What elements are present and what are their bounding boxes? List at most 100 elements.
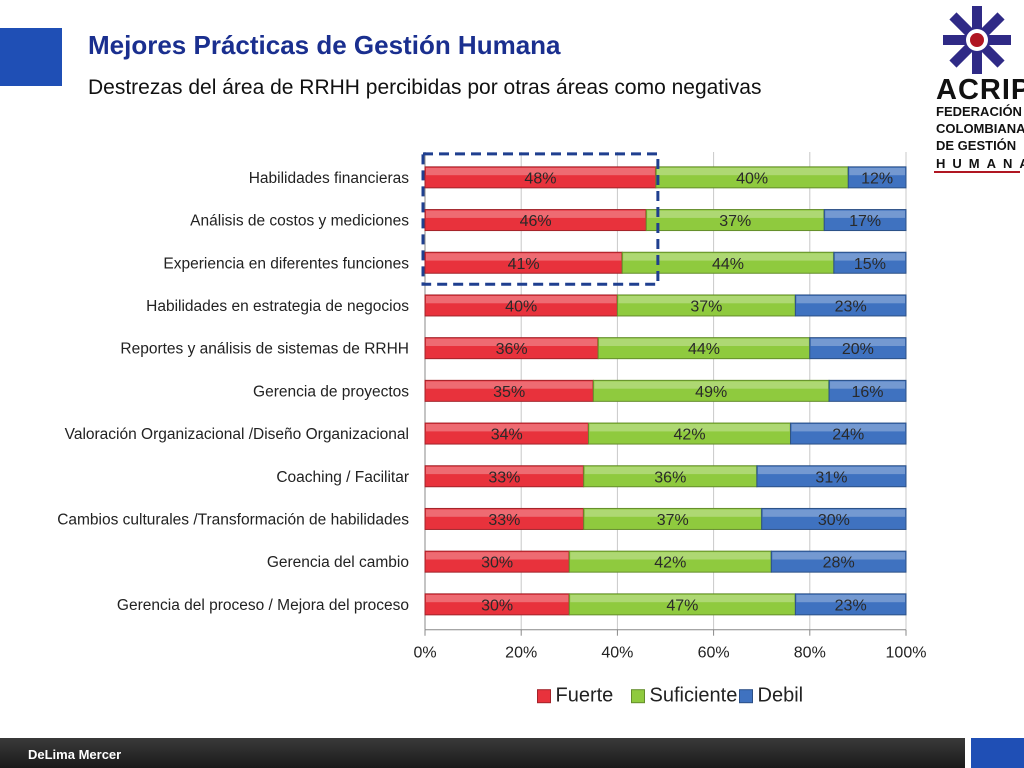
- data-label: 20%: [842, 341, 874, 358]
- bar-gloss: [623, 253, 833, 261]
- logo-line-2: COLOMBIANA: [936, 121, 1024, 136]
- bar-segment-debil: [809, 337, 907, 360]
- logo-line-3: DE GESTIÓN: [936, 138, 1017, 153]
- bar-gloss: [825, 210, 905, 218]
- bar-gloss: [772, 552, 905, 560]
- data-label: 37%: [690, 298, 722, 315]
- bar-gloss: [647, 210, 824, 218]
- data-label: 24%: [832, 427, 864, 444]
- category-label: Gerencia del cambio: [267, 554, 409, 571]
- data-label: 30%: [818, 512, 850, 529]
- bar-segment-debil: [828, 379, 907, 402]
- x-tick-label: 60%: [698, 645, 730, 662]
- data-label: 46%: [520, 213, 552, 230]
- bar-segment-debil: [756, 465, 907, 488]
- legend-swatch-debil: [739, 689, 753, 704]
- bar-gloss: [570, 552, 771, 560]
- bar-gloss: [426, 466, 583, 475]
- x-tick-label: 20%: [505, 645, 537, 662]
- bar-gloss: [762, 509, 905, 517]
- data-label: 42%: [654, 555, 686, 572]
- data-label: 37%: [657, 512, 689, 529]
- footer-gap: [965, 738, 971, 768]
- x-tick-label: 100%: [886, 645, 927, 662]
- bar-gloss: [570, 594, 795, 603]
- x-tick-label: 40%: [601, 645, 633, 662]
- logo-name: ACRIP: [936, 74, 1024, 106]
- category-label: Análisis de costos y mediciones: [190, 213, 409, 230]
- stacked-bar-chart: 0% 20% 40% 60% 80% 100% Habilidades financiera…: [57, 152, 927, 707]
- bar-gloss: [426, 424, 588, 432]
- data-label: 44%: [688, 341, 720, 358]
- bar-gloss: [834, 253, 905, 261]
- data-label: 44%: [712, 256, 744, 273]
- data-label: 12%: [861, 170, 893, 187]
- bar-gloss: [757, 466, 905, 475]
- bar-segment-debil: [794, 294, 907, 317]
- bar-gloss: [426, 253, 622, 261]
- data-label: 30%: [481, 597, 513, 614]
- logo-line-1: FEDERACIÓN: [936, 104, 1022, 119]
- bar-gloss: [810, 338, 905, 346]
- data-label: 23%: [835, 597, 867, 614]
- data-label: 37%: [719, 213, 751, 230]
- legend-label-debil: Debil: [758, 685, 804, 707]
- bar-segment-debil: [761, 507, 907, 530]
- data-label: 31%: [815, 469, 847, 486]
- data-label: 40%: [736, 170, 768, 187]
- slide-subtitle: Destrezas del área de RRHH percibidas po…: [88, 76, 762, 99]
- data-label: 16%: [852, 384, 884, 401]
- bar-segment-debil: [823, 209, 907, 232]
- data-label: 33%: [488, 469, 520, 486]
- legend-swatch-fuerte: [537, 689, 551, 704]
- bar-gloss: [589, 424, 790, 432]
- bar-gloss: [584, 509, 761, 517]
- bar-gloss: [849, 167, 905, 176]
- category-label: Valoración Organizacional /Diseño Organi…: [65, 426, 409, 443]
- footer-accent: [971, 738, 1024, 768]
- bar-gloss: [426, 381, 593, 389]
- bar-gloss: [791, 424, 905, 432]
- data-label: 36%: [654, 469, 686, 486]
- bar-gloss: [594, 381, 829, 389]
- data-label: 49%: [695, 384, 727, 401]
- acrip-snowflake-icon: [943, 6, 1011, 74]
- category-label: Habilidades en estrategia de negocios: [146, 298, 409, 315]
- bar-segment-debil: [794, 593, 907, 616]
- bar-gloss: [426, 552, 569, 560]
- category-label: Coaching / Facilitar: [276, 469, 409, 486]
- bar-segment-debil: [847, 166, 907, 189]
- category-label: Gerencia del proceso / Mejora del proces…: [117, 597, 409, 614]
- legend-swatch-suficiente: [631, 689, 645, 704]
- highlight-box: [421, 152, 660, 286]
- logo-line-4: HUMANA: [936, 156, 1024, 171]
- bar-gloss: [599, 338, 809, 346]
- data-label: 33%: [488, 512, 520, 529]
- bar-gloss: [656, 167, 848, 176]
- bar-gloss: [796, 295, 905, 304]
- category-label: Reportes y análisis de sistemas de RRHH: [120, 341, 409, 358]
- bar-gloss: [830, 381, 905, 389]
- data-label: 30%: [481, 555, 513, 572]
- bar-gloss: [426, 295, 617, 304]
- data-label: 42%: [674, 427, 706, 444]
- bar-gloss: [426, 167, 655, 176]
- bar-gloss: [426, 210, 646, 218]
- category-label: Experiencia en diferentes funciones: [163, 255, 409, 272]
- legend-label-fuerte: Fuerte: [556, 685, 614, 707]
- logo-divider: [934, 171, 1020, 173]
- legend-label-suficiente: Suficiente: [650, 685, 738, 707]
- footer-bar: DeLima Mercer: [0, 738, 1024, 768]
- data-label: 17%: [849, 213, 881, 230]
- bar-gloss: [584, 466, 756, 475]
- data-label: 41%: [508, 256, 540, 273]
- bar-segment-debil: [833, 251, 907, 274]
- bar-segment-debil: [790, 422, 907, 445]
- category-label: Cambios culturales /Transformación de ha…: [57, 511, 409, 528]
- bar-gloss: [618, 295, 795, 304]
- data-label: 23%: [835, 298, 867, 315]
- data-label: 40%: [505, 298, 537, 315]
- data-label: 15%: [854, 256, 886, 273]
- data-label: 28%: [823, 555, 855, 572]
